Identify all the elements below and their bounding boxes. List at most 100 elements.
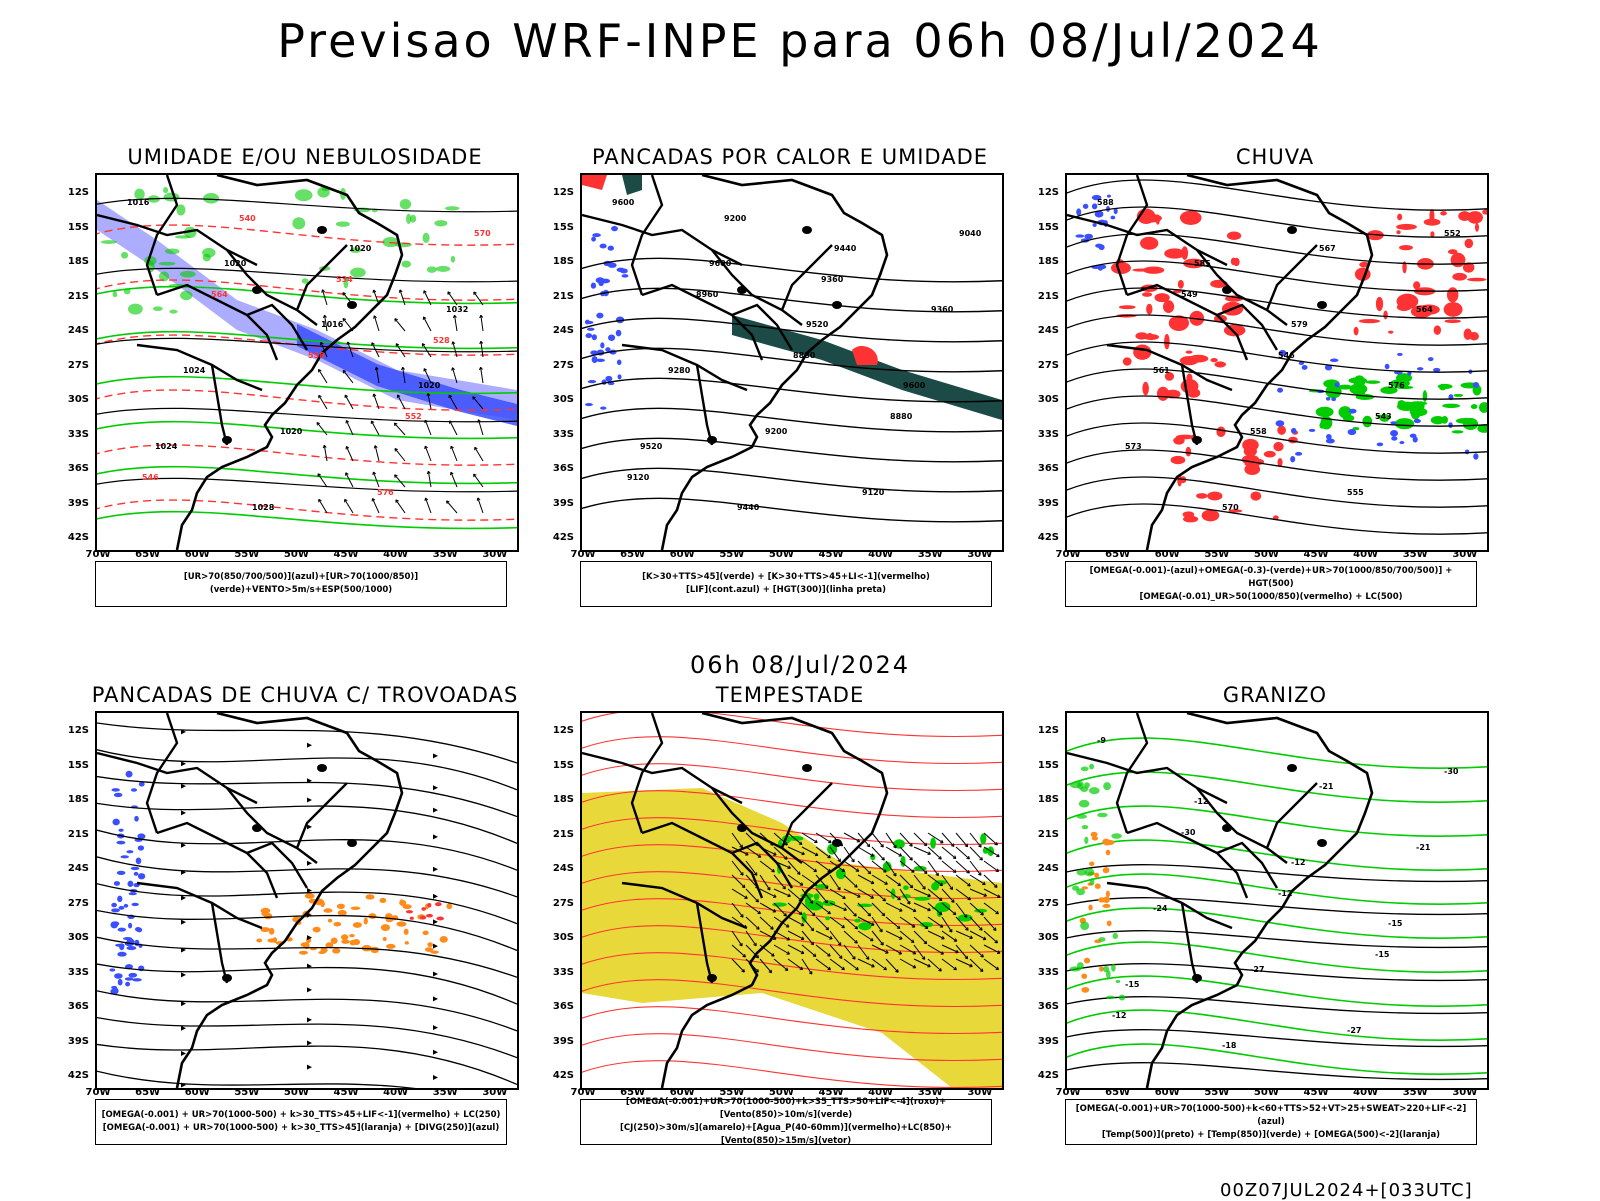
- contour-label: -30: [1444, 767, 1459, 776]
- map-graphic: 9600960095209600952094409440936092809200…: [582, 175, 1002, 550]
- contour-label: -15: [1375, 950, 1390, 959]
- latitude-tick-label: 39S: [68, 498, 89, 509]
- contour-label: -30: [1181, 828, 1196, 837]
- longitude-tick-label: 45W: [1304, 1087, 1329, 1098]
- latitude-tick-label: 15S: [1038, 760, 1059, 771]
- panel-title: PANCADAS DE CHUVA C/ TROVOADAS: [55, 683, 555, 707]
- longitude-tick-label: 55W: [719, 549, 744, 560]
- contour-label: -12: [1278, 889, 1292, 898]
- longitude-tick-label: 45W: [819, 549, 844, 560]
- contour-label: -27: [1250, 965, 1264, 974]
- latitude-tick-label: 33S: [553, 429, 574, 440]
- legend-line: [K>30+TTS>45](verde) + [K>30+TTS>45+LI<-…: [581, 571, 991, 584]
- contour-label: 9600: [709, 259, 732, 268]
- latitude-tick-label: 12S: [68, 725, 89, 736]
- longitude-tick-label: 30W: [1452, 1087, 1477, 1098]
- latitude-tick-label: 27S: [553, 898, 574, 909]
- contour-label: 555: [1347, 488, 1364, 497]
- contour-label: 549: [1181, 290, 1198, 299]
- latitude-tick-label: 42S: [553, 1070, 574, 1081]
- contour-label: 1024: [155, 442, 178, 451]
- longitude-tick-label: 70W: [571, 549, 596, 560]
- longitude-tick-label: 30W: [482, 1087, 507, 1098]
- latitude-tick-label: 12S: [1038, 725, 1059, 736]
- longitude-tick-label: 45W: [334, 549, 359, 560]
- contour-label: 552: [1444, 229, 1461, 238]
- contour-label: 1024: [183, 366, 206, 375]
- forecast-time-label: 06h 08/Jul/2024: [0, 651, 1600, 679]
- legend-line: [OMEGA(-0.01)_UR>50(1000/850)(vermelho) …: [1066, 591, 1476, 604]
- longitude-tick-label: 60W: [670, 549, 695, 560]
- contour-label: 9200: [765, 427, 788, 436]
- longitude-tick-label: 60W: [185, 1087, 210, 1098]
- latitude-tick-label: 30S: [68, 394, 89, 405]
- run-timestamp: 00Z07JUL2024+[033UTC]: [1220, 1180, 1473, 1201]
- legend-line: [OMEGA(-0.001) + UR>70(1000-500) + k>30_…: [96, 1122, 506, 1135]
- panel-legend: [OMEGA(-0.001) + UR>70(1000-500) + k>30_…: [95, 1099, 507, 1145]
- contour-label: 9520: [806, 320, 829, 329]
- contour-label: 585: [1194, 259, 1211, 268]
- contour-label: 528: [433, 336, 450, 345]
- contour-label: 1016: [321, 320, 344, 329]
- latitude-tick-label: 36S: [68, 463, 89, 474]
- longitude-tick-label: 60W: [1155, 549, 1180, 560]
- longitude-tick-label: 45W: [1304, 549, 1329, 560]
- longitude-tick-label: 50W: [1254, 1087, 1279, 1098]
- latitude-tick-label: 12S: [1038, 187, 1059, 198]
- contour-label: -21: [1319, 782, 1334, 791]
- contour-label: -12: [1291, 858, 1305, 867]
- map-graphic: [582, 713, 1002, 1088]
- latitude-tick-label: 39S: [1038, 1036, 1059, 1047]
- latitude-tick-label: 18S: [68, 794, 89, 805]
- contour-label: 8960: [696, 290, 719, 299]
- latitude-tick-label: 15S: [68, 760, 89, 771]
- latitude-tick-label: 42S: [553, 532, 574, 543]
- latitude-tick-label: 24S: [553, 325, 574, 336]
- panel-legend: [UR>70(850/700/500)](azul)+[UR>70(1000/8…: [95, 561, 507, 607]
- latitude-tick-label: 24S: [68, 863, 89, 874]
- contour-label: 1020: [418, 381, 441, 390]
- longitude-tick-label: 65W: [1105, 549, 1130, 560]
- contour-label: 558: [1250, 427, 1267, 436]
- latitude-tick-label: 39S: [68, 1036, 89, 1047]
- longitude-tick-label: 35W: [918, 549, 943, 560]
- contour-label: 1032: [446, 305, 468, 314]
- latitude-tick-label: 36S: [1038, 1001, 1059, 1012]
- latitude-tick-label: 30S: [1038, 932, 1059, 943]
- latitude-tick-label: 42S: [1038, 532, 1059, 543]
- contour-label: 1020: [224, 259, 247, 268]
- longitude-tick-label: 55W: [1204, 549, 1229, 560]
- latitude-tick-label: 30S: [553, 394, 574, 405]
- latitude-tick-label: 21S: [553, 829, 574, 840]
- longitude-tick-label: 70W: [86, 549, 111, 560]
- contour-label: 561: [1153, 366, 1170, 375]
- legend-line: [OMEGA(-0.001) + UR>70(1000-500) + k>30_…: [96, 1109, 506, 1122]
- contour-label: 9120: [627, 473, 650, 482]
- latitude-tick-label: 33S: [1038, 967, 1059, 978]
- longitude-tick-label: 40W: [383, 1087, 408, 1098]
- longitude-tick-label: 50W: [769, 549, 794, 560]
- contour-label: -12: [1194, 797, 1208, 806]
- latitude-tick-label: 15S: [553, 222, 574, 233]
- legend-line: [UR>70(850/700/500)](azul)+[UR>70(1000/8…: [96, 571, 506, 597]
- contour-label: 540: [239, 214, 256, 223]
- contour-label: 9280: [668, 366, 691, 375]
- contour-label: -24: [1153, 904, 1168, 913]
- panel-title: GRANIZO: [1025, 683, 1525, 707]
- latitude-tick-label: 18S: [553, 794, 574, 805]
- longitude-tick-label: 30W: [482, 549, 507, 560]
- latitude-tick-label: 33S: [1038, 429, 1059, 440]
- contour-label: 576: [377, 488, 394, 497]
- contour-label: 9360: [821, 275, 844, 284]
- latitude-tick-label: 24S: [553, 863, 574, 874]
- contour-label: 576: [1388, 381, 1405, 390]
- map-graphic: [97, 713, 517, 1088]
- panel-pancadas-trovoadas: PANCADAS DE CHUVA C/ TROVOADAS 12S 15S 18S 2…: [55, 683, 555, 1163]
- longitude-tick-label: 55W: [234, 549, 259, 560]
- contour-label: 9120: [862, 488, 885, 497]
- contour-label: 546: [142, 473, 159, 482]
